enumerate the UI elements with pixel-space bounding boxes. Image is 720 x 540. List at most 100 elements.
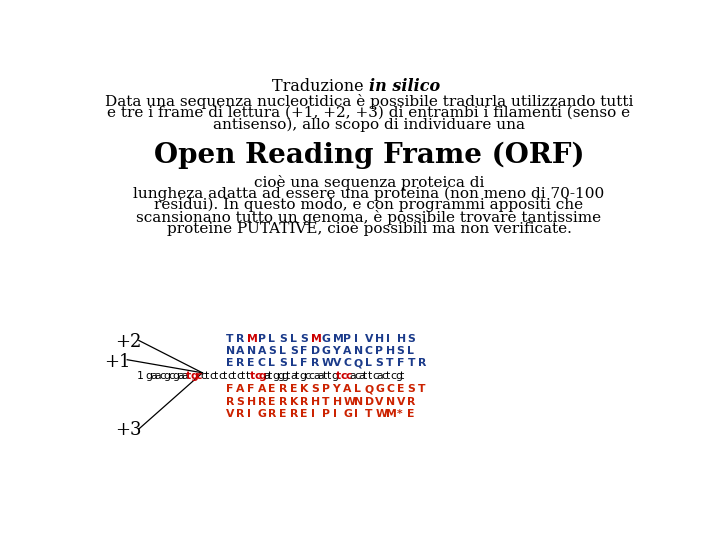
Text: R: R xyxy=(289,409,298,419)
Text: V: V xyxy=(397,397,405,407)
Text: *: * xyxy=(397,409,402,419)
Text: c: c xyxy=(195,372,202,381)
Text: A: A xyxy=(258,384,266,394)
Text: S: S xyxy=(269,346,276,356)
Text: t: t xyxy=(363,372,367,381)
Text: E: E xyxy=(408,409,415,419)
Text: N: N xyxy=(225,346,235,356)
Text: I: I xyxy=(354,334,358,343)
Text: t: t xyxy=(327,372,331,381)
Text: S: S xyxy=(279,334,287,343)
Text: R: R xyxy=(269,409,276,419)
Text: E: E xyxy=(269,397,276,407)
Text: a: a xyxy=(359,372,365,381)
Text: c: c xyxy=(390,372,397,381)
Text: S: S xyxy=(279,358,287,368)
Text: I: I xyxy=(386,334,390,343)
Text: a: a xyxy=(377,372,384,381)
Text: T: T xyxy=(408,358,415,368)
Text: H: H xyxy=(311,397,320,407)
Text: a: a xyxy=(313,372,320,381)
Text: Data una sequenza nucleotidica è possibile tradurla utilizzando tutti: Data una sequenza nucleotidica è possibi… xyxy=(105,94,633,109)
Text: t: t xyxy=(295,372,300,381)
Text: V: V xyxy=(333,358,341,368)
Text: H: H xyxy=(397,334,406,343)
Text: G: G xyxy=(322,334,330,343)
Text: g: g xyxy=(191,372,199,381)
Text: M: M xyxy=(311,334,322,343)
Text: A: A xyxy=(236,384,245,394)
Text: P: P xyxy=(322,409,330,419)
Text: E: E xyxy=(269,384,276,394)
Text: A: A xyxy=(343,384,351,394)
Text: t: t xyxy=(336,372,341,381)
Text: c: c xyxy=(254,372,261,381)
Text: a: a xyxy=(150,372,157,381)
Text: g: g xyxy=(395,372,402,381)
Text: W: W xyxy=(343,397,355,407)
Text: +1: +1 xyxy=(104,353,130,371)
Text: N: N xyxy=(386,397,395,407)
Text: t: t xyxy=(186,372,192,381)
Text: a: a xyxy=(155,372,161,381)
Text: a: a xyxy=(177,372,184,381)
Text: g: g xyxy=(173,372,180,381)
Text: g: g xyxy=(163,372,171,381)
Text: c: c xyxy=(218,372,224,381)
Text: K: K xyxy=(289,397,298,407)
Text: I: I xyxy=(333,409,336,419)
Text: E: E xyxy=(289,384,297,394)
Text: V: V xyxy=(364,334,373,343)
Text: I: I xyxy=(311,409,315,419)
Text: S: S xyxy=(311,384,319,394)
Text: g: g xyxy=(145,372,153,381)
Text: R: R xyxy=(418,358,426,368)
Text: t: t xyxy=(268,372,272,381)
Text: H: H xyxy=(386,346,395,356)
Text: c: c xyxy=(354,372,360,381)
Text: R: R xyxy=(236,358,245,368)
Text: 1: 1 xyxy=(137,372,143,381)
Text: c: c xyxy=(345,372,351,381)
Text: Q: Q xyxy=(364,384,374,394)
Text: a: a xyxy=(291,372,297,381)
Text: g: g xyxy=(300,372,307,381)
Text: C: C xyxy=(386,384,394,394)
Text: antisenso), allo scopo di individuare una: antisenso), allo scopo di individuare un… xyxy=(213,117,525,132)
Text: P: P xyxy=(258,334,266,343)
Text: S: S xyxy=(408,334,415,343)
Text: c: c xyxy=(309,372,315,381)
Text: +3: +3 xyxy=(116,421,142,440)
Text: H: H xyxy=(375,334,384,343)
Text: T: T xyxy=(225,334,233,343)
Text: R: R xyxy=(408,397,416,407)
Text: F: F xyxy=(397,358,404,368)
Text: c: c xyxy=(382,372,387,381)
Text: t: t xyxy=(400,372,404,381)
Text: t: t xyxy=(232,372,236,381)
Text: L: L xyxy=(289,334,297,343)
Text: I: I xyxy=(247,409,251,419)
Text: N: N xyxy=(354,397,363,407)
Text: t: t xyxy=(250,372,255,381)
Text: V: V xyxy=(375,397,384,407)
Text: c: c xyxy=(236,372,242,381)
Text: L: L xyxy=(408,346,414,356)
Text: T: T xyxy=(386,358,394,368)
Text: P: P xyxy=(343,334,351,343)
Text: S: S xyxy=(408,384,415,394)
Text: K: K xyxy=(300,384,309,394)
Text: N: N xyxy=(354,346,363,356)
Text: L: L xyxy=(279,346,286,356)
Text: t: t xyxy=(246,372,250,381)
Text: Traduzione: Traduzione xyxy=(272,78,369,95)
Text: S: S xyxy=(375,358,383,368)
Text: g: g xyxy=(277,372,284,381)
Text: L: L xyxy=(269,358,275,368)
Text: c: c xyxy=(168,372,174,381)
Text: g: g xyxy=(272,372,279,381)
Text: t: t xyxy=(386,372,390,381)
Text: a: a xyxy=(350,372,356,381)
Text: g: g xyxy=(331,372,338,381)
Text: R: R xyxy=(279,397,287,407)
